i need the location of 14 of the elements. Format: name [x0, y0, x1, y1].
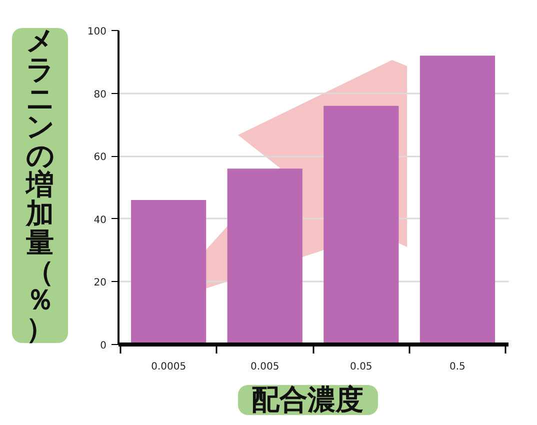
y-tick-label: 20 — [94, 278, 107, 289]
bar — [420, 56, 496, 344]
y-tick-label: 40 — [94, 214, 107, 226]
bar — [131, 200, 206, 344]
y-axis-title: メラニンの増加量（％） — [26, 26, 54, 344]
y-tick-label: 60 — [94, 152, 107, 164]
x-tick-label: 0.005 — [250, 362, 280, 372]
y-tick-label: 100 — [87, 26, 107, 38]
y-tick-label: 0 — [100, 340, 107, 352]
x-tick-label: 0.5 — [450, 362, 466, 372]
x-tick-label: 0.0005 — [151, 362, 186, 372]
y-tick-label: 80 — [94, 89, 107, 100]
x-axis-title: 配合濃度 — [252, 383, 364, 416]
x-tick-label: 0.05 — [350, 362, 372, 372]
